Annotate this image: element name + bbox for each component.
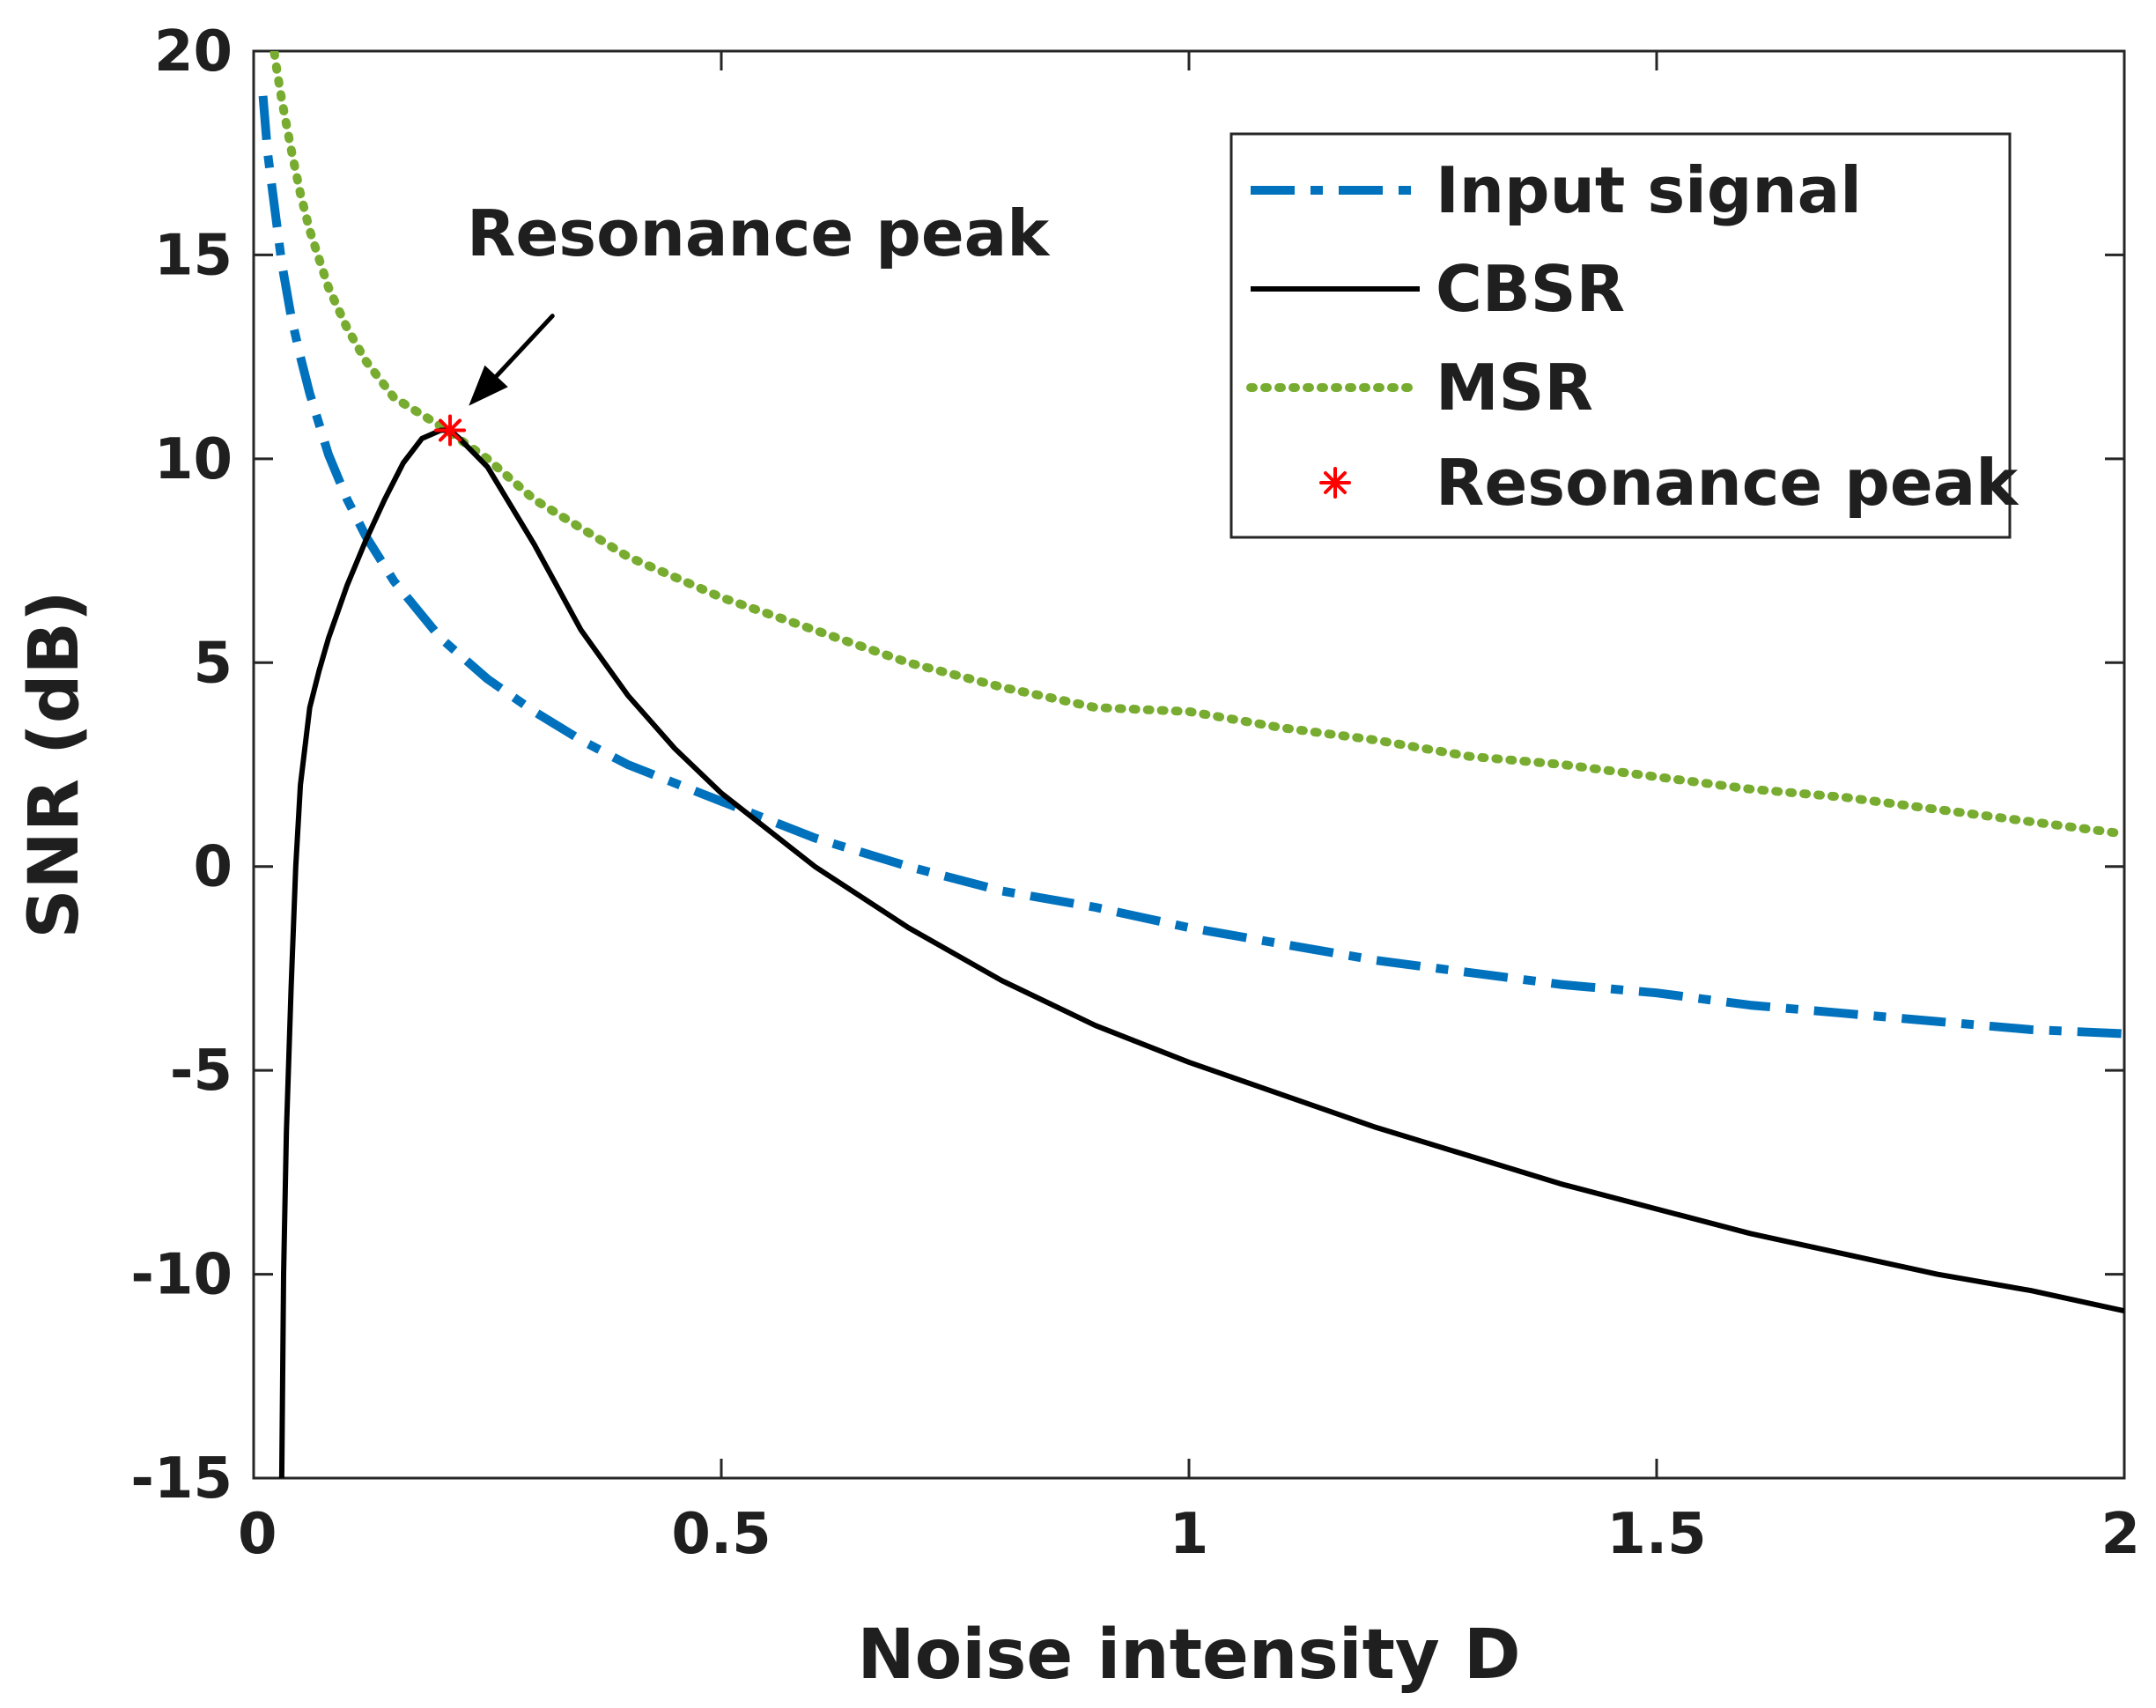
y-tick-label: 5 <box>193 631 233 696</box>
x-axis-label: Noise intensity D <box>857 1616 1520 1695</box>
legend-label-input-signal: Input signal <box>1436 153 1862 227</box>
legend-box <box>1229 132 2012 539</box>
x-tick-label: 1.5 <box>1606 1502 1706 1567</box>
axis-ticks <box>252 49 2126 1480</box>
y-tick-label: -10 <box>130 1243 233 1308</box>
resonance-peak-marker-stroke <box>439 418 462 442</box>
y-tick-label: 10 <box>154 427 233 492</box>
legend-swatch-resonance-peak <box>1319 467 1351 499</box>
series-line-msr <box>270 51 2124 839</box>
x-tick-label: 2 <box>2101 1502 2140 1567</box>
series-line-input-signal <box>258 95 2124 1039</box>
x-tick-label: 0 <box>238 1502 277 1567</box>
y-tick-label: 0 <box>193 835 233 900</box>
legend-label-resonance-peak: Resonance peak <box>1436 446 2019 520</box>
y-tick-label: 15 <box>154 223 233 288</box>
y-tick-label: -5 <box>170 1039 233 1104</box>
legend-label-msr: MSR <box>1436 351 1593 425</box>
legend-label-cbsr: CBSR <box>1436 252 1625 326</box>
series-line-cbsr <box>278 427 2124 1478</box>
x-tick-label: 1 <box>1170 1502 1209 1567</box>
resonance-peak-marker <box>434 414 467 447</box>
annotation-resonance-peak-label: Resonance peak <box>467 196 1051 270</box>
y-tick-label: -15 <box>130 1446 233 1512</box>
annotation-arrow-icon <box>469 314 555 406</box>
x-tick-label: 0.5 <box>671 1502 771 1567</box>
axis-tick-labels: 0 0.5 1 1.5 2 -15 -10 -5 0 5 10 15 20 <box>130 19 2140 1567</box>
y-axis-label: SNR (dB) <box>15 590 94 938</box>
y-tick-label: 20 <box>154 19 233 85</box>
legend: Input signal CBSR MSR Resonance peak <box>1229 132 2019 539</box>
